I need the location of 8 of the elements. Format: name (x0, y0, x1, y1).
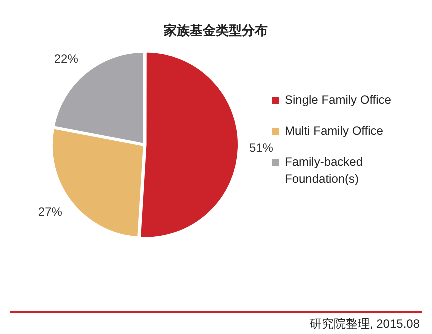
legend-label: Multi Family Office (285, 123, 384, 140)
data-label: 27% (38, 205, 63, 220)
text: 研究院整理, 2015.08 (310, 316, 420, 333)
data-label: 51% (249, 140, 274, 155)
data-label: 22% (54, 52, 79, 66)
legend-label: Family-backed Foundation(s) (285, 154, 364, 188)
chart-title: 家族基金类型分布 (163, 22, 269, 40)
legend-label: Single Family Office (285, 92, 392, 109)
